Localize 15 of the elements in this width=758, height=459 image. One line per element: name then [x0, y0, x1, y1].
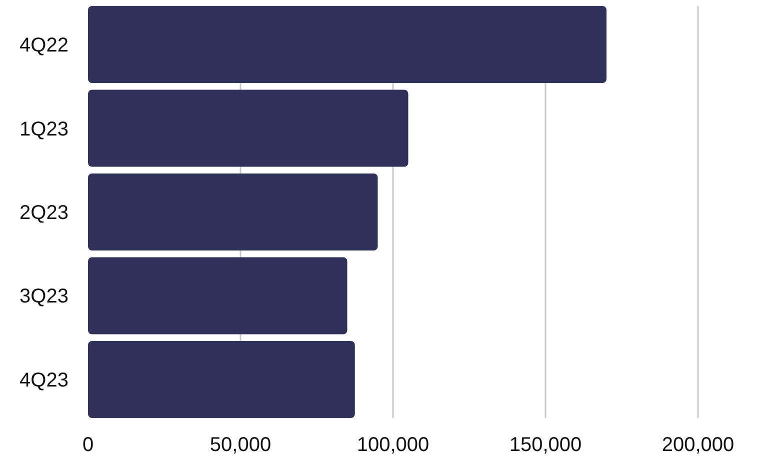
y-tick-label: 4Q22: [20, 34, 68, 57]
x-tick-label: 50,000: [210, 434, 272, 456]
y-tick-label: 3Q23: [20, 286, 68, 308]
y-tick-label: 2Q23: [20, 202, 68, 224]
bar: [88, 90, 408, 167]
bar: [88, 173, 378, 251]
bar: [88, 340, 355, 418]
y-tick-label: 1Q23: [20, 118, 68, 140]
x-tick-label: 100,000: [356, 434, 430, 456]
y-tick-label: 4Q23: [20, 369, 68, 392]
bar: [88, 6, 606, 84]
x-tick-label: 0: [82, 434, 94, 456]
bar: [88, 257, 348, 334]
x-tick-label: 200,000: [662, 434, 734, 456]
x-tick-label: 150,000: [509, 434, 582, 456]
